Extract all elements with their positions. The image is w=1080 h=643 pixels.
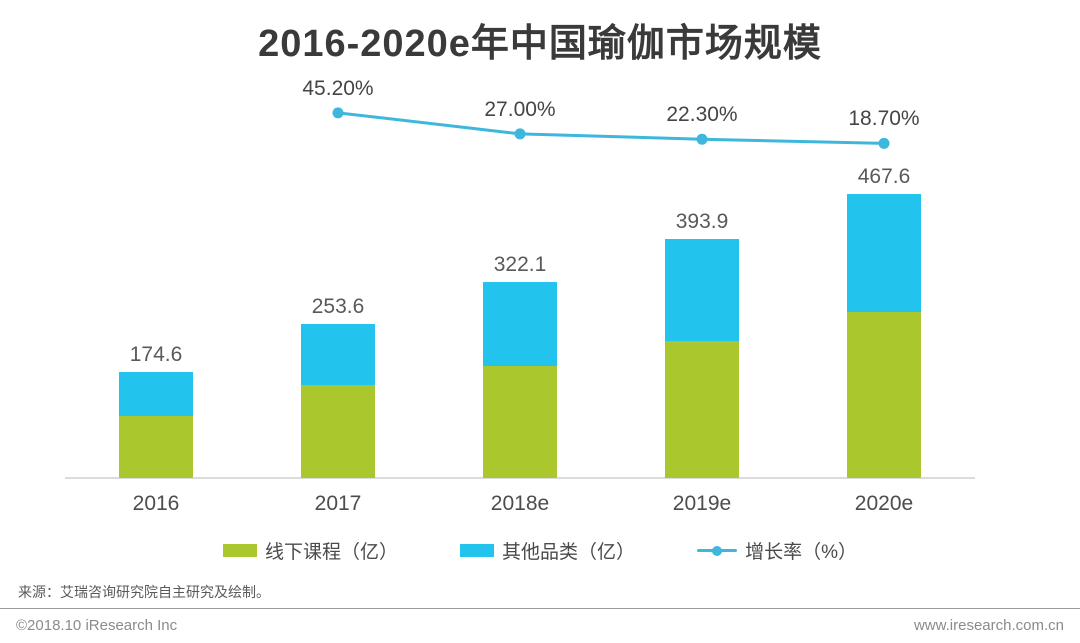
growth-rate-label-2017: 45.20% [302, 76, 374, 100]
x-axis-label-2016: 2016 [132, 492, 180, 515]
legend-label-offline-courses: 线下课程（亿） [265, 542, 399, 563]
chart-title: 2016-2020e年中国瑜伽市场规模 [258, 23, 822, 65]
other-categories-swatch [460, 544, 495, 557]
bar-other-categories-2018e [483, 282, 557, 366]
copyright-text: ©2018.10 iResearch Inc [16, 617, 178, 634]
bar-other-categories-2020e [847, 194, 921, 312]
offline-courses-swatch [223, 544, 258, 557]
bar-total-label-2019e: 393.9 [675, 210, 729, 233]
bar-offline-courses-2017 [301, 385, 375, 478]
legend-item-other-categories: 其他品类（亿） [460, 537, 635, 564]
growth-rate-label-2019e: 22.30% [666, 103, 738, 127]
x-axis-label-2020e: 2020e [854, 492, 914, 515]
bar-other-categories-2017 [301, 324, 375, 385]
growth-line-point [332, 107, 344, 119]
growth-line-dot-icon [712, 545, 723, 556]
growth-line-point [878, 137, 890, 149]
legend-label-other-categories: 其他品类（亿） [502, 542, 636, 563]
bar-other-categories-2016 [119, 372, 193, 416]
bar-offline-courses-2018e [483, 366, 557, 478]
bar-total-label-2020e: 467.6 [857, 165, 911, 188]
bar-offline-courses-2020e [847, 312, 921, 478]
bar-total-label-2017: 253.6 [311, 295, 365, 318]
x-axis-label-2018e: 2018e [490, 492, 550, 515]
source-note: 来源：艾瑞咨询研究院自主研究及绘制。 [18, 584, 270, 600]
x-axis-line [65, 477, 975, 479]
bar-total-label-2016: 174.6 [129, 343, 183, 366]
website-url: www.iresearch.com.cn [913, 617, 1064, 634]
legend-item-growth-rate: 增长率（%） [697, 537, 857, 564]
growth-line-point [696, 133, 708, 145]
growth-line-swatch [697, 545, 738, 556]
bar-other-categories-2019e [665, 239, 739, 341]
growth-rate-label-2018e: 27.00% [484, 97, 556, 121]
bar-offline-courses-2019e [665, 341, 739, 478]
growth-line-point [514, 128, 526, 140]
legend-label-growth-rate: 增长率（%） [745, 542, 857, 563]
bar-offline-courses-2016 [119, 416, 193, 478]
x-axis-label-2017: 2017 [314, 492, 362, 515]
growth-line [337, 111, 885, 145]
legend: 线下课程（亿） 其他品类（亿） 增长率（%） [0, 537, 1080, 564]
growth-rate-label-2020e: 18.70% [848, 107, 920, 131]
bar-total-label-2018e: 322.1 [493, 253, 547, 276]
footer-divider [0, 608, 1080, 609]
legend-item-offline-courses: 线下课程（亿） [223, 537, 398, 564]
x-axis-label-2019e: 2019e [672, 492, 732, 515]
